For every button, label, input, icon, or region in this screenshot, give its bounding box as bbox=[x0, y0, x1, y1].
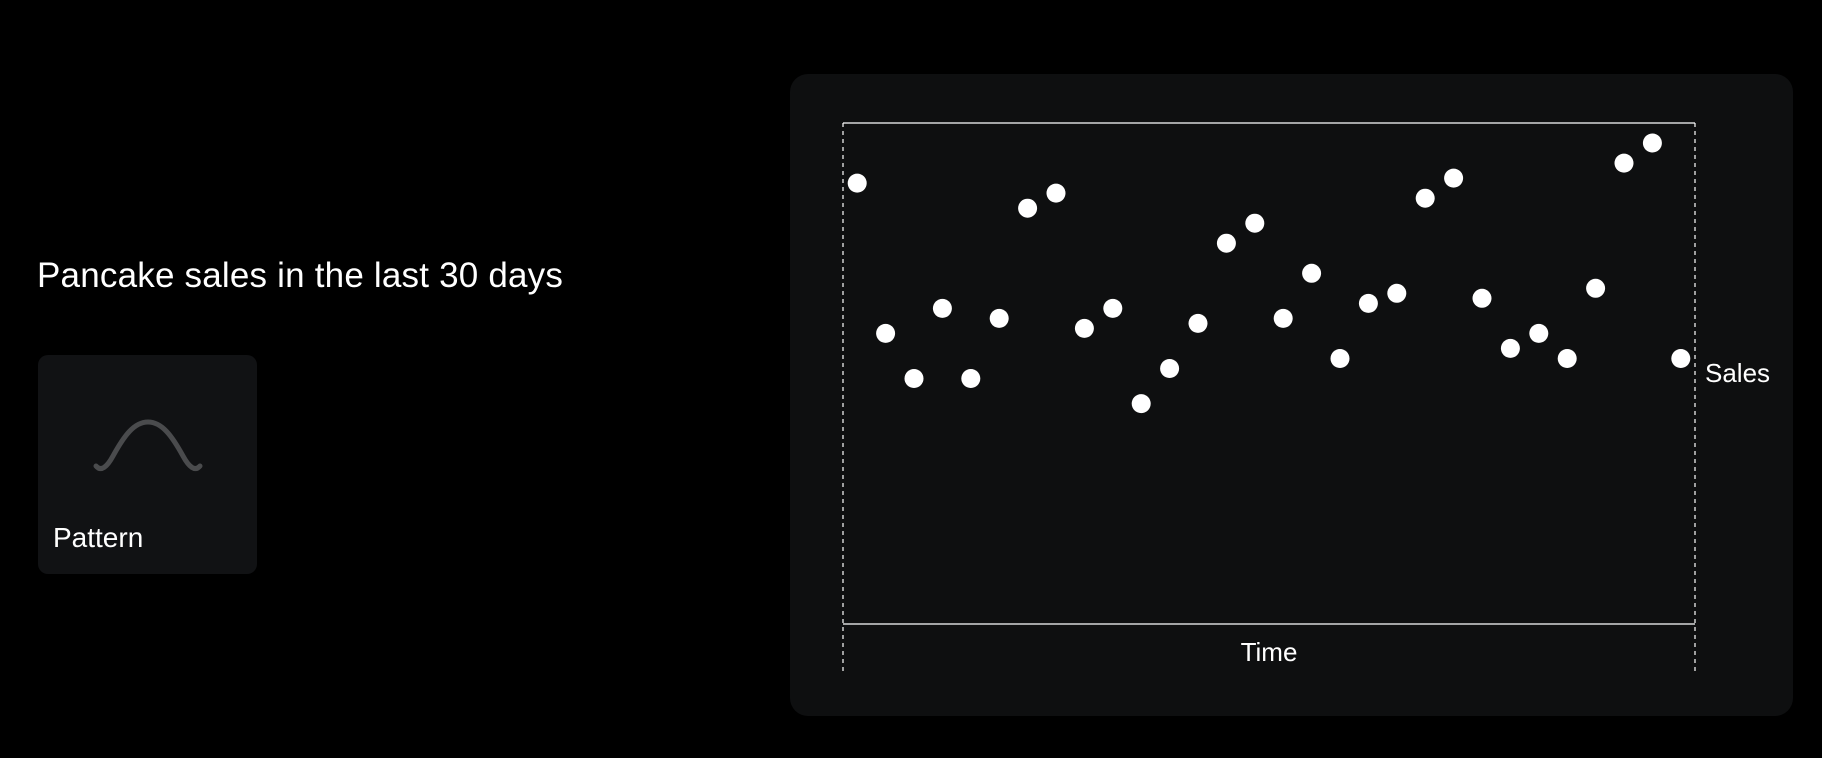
data-point bbox=[1387, 283, 1407, 303]
page-title: Pancake sales in the last 30 days bbox=[37, 256, 564, 295]
data-point bbox=[876, 323, 896, 343]
data-point bbox=[1472, 288, 1492, 308]
data-point bbox=[1046, 183, 1066, 203]
data-point bbox=[1444, 168, 1464, 188]
data-point bbox=[904, 369, 924, 388]
data-point bbox=[1500, 338, 1520, 358]
data-point bbox=[1074, 318, 1094, 338]
data-point bbox=[1614, 153, 1634, 173]
data-point bbox=[1273, 308, 1293, 328]
y-axis-label: Sales bbox=[1705, 358, 1770, 388]
data-point bbox=[1245, 213, 1265, 233]
data-point bbox=[932, 298, 952, 318]
data-point bbox=[1018, 198, 1038, 218]
data-point bbox=[1216, 233, 1236, 253]
bell-curve-icon bbox=[93, 419, 203, 472]
data-point bbox=[1586, 278, 1606, 298]
x-axis-label: Time bbox=[1241, 637, 1298, 667]
scatter-chart: Time Sales bbox=[842, 122, 1770, 672]
data-point bbox=[1529, 323, 1549, 343]
data-point bbox=[1188, 313, 1208, 333]
data-point bbox=[1642, 133, 1662, 153]
data-point bbox=[1330, 349, 1350, 368]
data-point bbox=[961, 369, 981, 388]
data-point bbox=[989, 308, 1009, 328]
data-point bbox=[1131, 394, 1151, 414]
chart-panel: Time Sales bbox=[790, 74, 1793, 716]
data-point bbox=[1358, 293, 1378, 313]
pattern-label: Pattern bbox=[53, 522, 144, 553]
data-points bbox=[847, 133, 1691, 414]
data-point bbox=[1160, 359, 1180, 378]
data-point bbox=[1415, 188, 1435, 208]
data-point bbox=[1557, 349, 1577, 368]
pattern-card[interactable]: Pattern bbox=[38, 355, 257, 574]
data-point bbox=[1302, 263, 1322, 283]
data-point bbox=[1103, 298, 1123, 318]
data-point bbox=[847, 173, 867, 193]
data-point bbox=[1671, 349, 1691, 368]
